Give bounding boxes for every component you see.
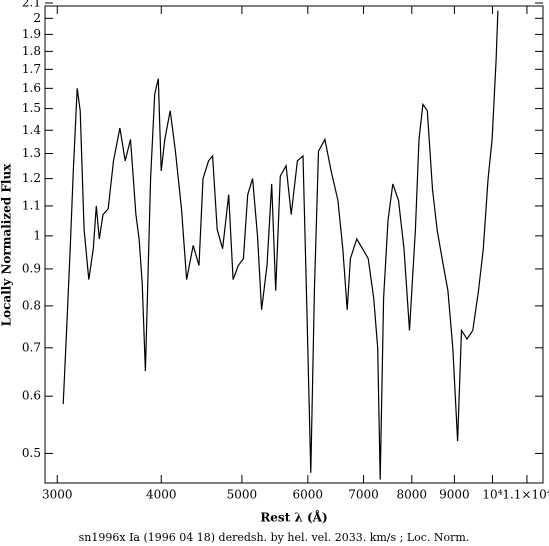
y-axis-label: Locally Normalized Flux	[0, 163, 14, 326]
x-tick-label: 4000	[146, 488, 177, 502]
y-tick-label: 1.6	[22, 81, 41, 95]
plot-frame	[44, 5, 544, 484]
y-tick-label: 0.8	[22, 298, 41, 312]
y-tick-label: 2	[33, 11, 41, 25]
y-tick-label: 1.4	[22, 123, 41, 137]
y-tick-label: 0.7	[22, 340, 41, 354]
x-tick-label: 5000	[227, 488, 258, 502]
x-tick-label: 8000	[397, 488, 428, 502]
x-tick-label: 6000	[293, 488, 324, 502]
x-tick-label: 3000	[42, 488, 73, 502]
y-tick-label: 1.7	[22, 62, 41, 76]
y-tick-label: 0.6	[22, 389, 41, 403]
x-tick-label: 10⁴	[482, 488, 502, 502]
y-tick-label: 1.3	[22, 146, 41, 160]
y-tick-label: 0.5	[22, 446, 41, 460]
x-tick-label: 1.1×10⁴	[502, 488, 549, 502]
y-tick-label: 1.9	[22, 27, 41, 41]
y-tick-label: 1.2	[22, 171, 41, 185]
y-tick-label: 1.5	[22, 101, 41, 115]
y-tick-label: 0.9	[22, 261, 41, 275]
y-tick-label: 1.1	[22, 198, 41, 212]
x-tick-label: 7000	[348, 488, 379, 502]
y-tick-label: 1	[33, 228, 41, 242]
spectrum-line	[62, 10, 499, 480]
x-tick-label: 9000	[439, 488, 470, 502]
x-axis-label: Rest λ (Å)	[260, 510, 327, 525]
caption: sn1996x Ia (1996 04 18) deredsh. by hel.…	[79, 531, 470, 544]
y-tick-label: 1.8	[22, 44, 41, 58]
y-tick-label: 2.1	[22, 0, 41, 9]
